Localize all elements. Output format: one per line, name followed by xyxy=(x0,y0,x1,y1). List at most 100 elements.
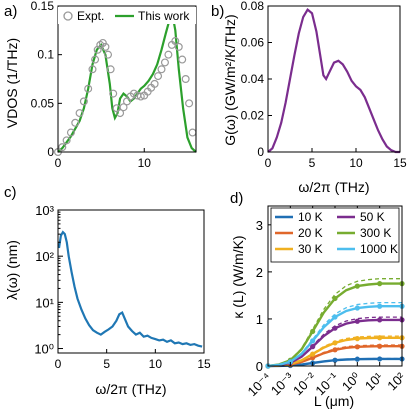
data-point-expt xyxy=(109,89,118,98)
y-tick-label: 0.1 xyxy=(37,48,54,62)
data-point-expt xyxy=(84,84,93,93)
data-point-expt xyxy=(185,99,194,108)
data-point-expt xyxy=(104,50,113,59)
data-point-expt xyxy=(116,109,125,118)
data-point-expt xyxy=(178,55,187,64)
y-tick-label: 10¹ xyxy=(35,295,54,310)
data-point xyxy=(310,328,316,335)
data-point xyxy=(354,283,360,289)
x-tick-label: 0 xyxy=(55,156,62,170)
panel-b-label: b) xyxy=(211,3,224,20)
data-point-expt xyxy=(171,37,180,46)
legend-label: 1000 K xyxy=(360,242,398,256)
x-tick-label: 10¹ xyxy=(362,369,386,393)
panel-c-xlabel: ω/2π (THz) xyxy=(95,381,166,397)
x-tick-label: 10⁻³ xyxy=(268,369,297,398)
panel-c-frame xyxy=(57,209,205,354)
data-point-expt xyxy=(174,42,183,51)
data-point-expt xyxy=(75,109,84,118)
panel-d-xlabel: L (μm) xyxy=(314,393,354,409)
data-point xyxy=(377,343,383,349)
data-point-expt xyxy=(181,74,190,83)
x-tick-label: 10 xyxy=(349,156,363,170)
y-tick-label: 10⁰ xyxy=(34,342,54,357)
data-point xyxy=(354,336,360,342)
panel-b: b) G(ω) (GW/m²/K/THz) 0 5 10 15 0 0.02 0.04 0.0… xyxy=(211,0,407,195)
data-point-expt xyxy=(62,136,71,145)
panel-b-ylabel: G(ω) (GW/m²/K/THz) xyxy=(222,14,238,145)
y-tick-label: 10² xyxy=(35,249,54,264)
legend-label: 30 K xyxy=(298,242,323,256)
y-tick-label: 0 xyxy=(256,359,263,374)
panel-d-label: d) xyxy=(230,190,243,207)
x-tick-label: 15 xyxy=(197,357,211,371)
data-point xyxy=(332,325,338,331)
x-tick-label: 10² xyxy=(384,369,408,393)
data-point xyxy=(287,359,293,365)
data-point xyxy=(310,351,316,357)
panel-d-legend: 10 K 20 K 30 K 50 K 300 K 1000 K xyxy=(270,207,400,263)
legend-label: 10 K xyxy=(298,210,323,224)
data-point xyxy=(354,305,360,311)
data-point xyxy=(332,314,338,320)
panel-d: d) κ (L) (W/m/K) 10⁻⁴10⁻³10⁻²10⁻¹10⁰10¹1… xyxy=(230,190,409,409)
data-point-expt xyxy=(119,103,128,112)
data-point-expt xyxy=(71,118,80,127)
x-tick-label: 10⁰ xyxy=(339,370,364,395)
y-tick-label: 0.05 xyxy=(31,96,55,110)
data-point-expt xyxy=(150,79,159,88)
y-tick-label: 2 xyxy=(256,265,263,280)
y-tick-label: 0.04 xyxy=(241,72,265,86)
series-line-lambda xyxy=(57,230,203,348)
panel-a-legend: Expt. This work xyxy=(58,7,196,24)
y-tick-label: 0 xyxy=(257,145,264,159)
panel-b-xlabel: ω/2π (THz) xyxy=(298,179,369,195)
data-point xyxy=(310,355,316,361)
panel-c: c) λ(ω) (nm) 0 5 10 15 10⁰ 10¹ 10² 10³ ω/2π (TH… xyxy=(4,184,211,397)
panel-a-label: a) xyxy=(4,3,17,20)
series-line-dashed xyxy=(267,278,402,367)
data-point xyxy=(310,338,316,344)
data-point-expt xyxy=(188,128,197,137)
legend-label: 50 K xyxy=(360,210,385,224)
data-point xyxy=(332,347,338,353)
data-point-expt xyxy=(101,42,110,51)
data-point-expt xyxy=(160,58,169,67)
series-line-dashed xyxy=(267,301,402,367)
data-point-expt xyxy=(91,55,100,64)
data-point-expt xyxy=(58,143,67,152)
panel-b-frame xyxy=(267,5,401,153)
panel-a-frame xyxy=(57,5,197,153)
data-point-expt xyxy=(164,50,173,59)
series-line-g xyxy=(267,8,400,154)
data-point xyxy=(354,344,360,350)
x-tick-label: 10 xyxy=(149,357,163,371)
y-tick-label: 0.08 xyxy=(241,0,265,13)
y-tick-label: 10³ xyxy=(35,203,54,218)
data-point-expt xyxy=(79,97,88,106)
y-tick-label: 0.15 xyxy=(31,0,55,13)
y-tick-label: 0.02 xyxy=(241,109,265,123)
x-tick-label: 15 xyxy=(393,156,407,170)
data-point xyxy=(377,281,383,287)
data-point-expt xyxy=(157,65,166,74)
legend-label-expt: Expt. xyxy=(77,9,104,23)
panel-d-ylabel: κ (L) (W/m/K) xyxy=(230,235,246,318)
data-point-expt xyxy=(136,92,145,101)
legend-label: 300 K xyxy=(360,226,391,240)
data-point xyxy=(377,317,383,323)
data-point xyxy=(310,344,316,350)
data-point xyxy=(354,318,360,324)
legend-label-this-work: This work xyxy=(138,9,190,23)
data-point xyxy=(332,295,338,302)
data-point-expt xyxy=(154,72,163,81)
y-tick-label: 0.06 xyxy=(241,36,265,50)
data-point xyxy=(332,340,338,346)
panel-c-label: c) xyxy=(4,184,17,201)
x-tick-label: 0 xyxy=(55,357,62,371)
data-point xyxy=(354,356,360,362)
panel-a-ylabel: VDOS (1/THz) xyxy=(4,38,20,128)
y-tick-label: 1 xyxy=(256,312,263,327)
data-point xyxy=(377,335,383,341)
